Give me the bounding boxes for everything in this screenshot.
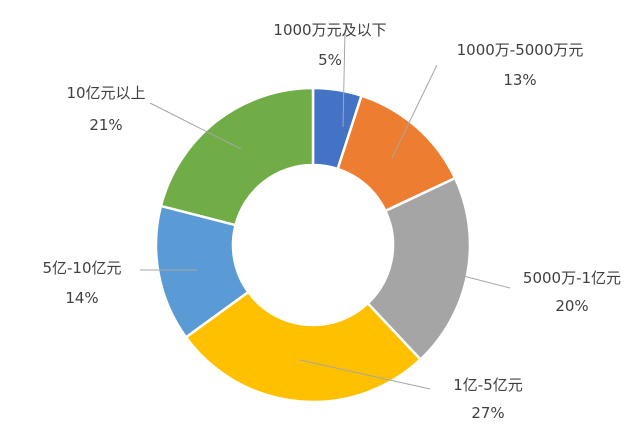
slice-6-leader-line bbox=[149, 102, 242, 150]
leader-lines-layer bbox=[140, 29, 511, 390]
slice-4-percent-label: 27% bbox=[471, 404, 504, 422]
slice-6-percent-label: 21% bbox=[89, 116, 122, 134]
slice-2-leader-line bbox=[391, 64, 438, 159]
slices-layer bbox=[154, 86, 472, 404]
slice-2-category-label: 1000万-5000万元 bbox=[457, 41, 584, 59]
slice-1-percent-label: 5% bbox=[318, 51, 342, 69]
labels-layer: 1000万元及以下 5% 1000万-5000万元 13% 5000万-1亿元 20% 1亿… bbox=[42, 21, 621, 422]
slice-4-wedge bbox=[184, 290, 422, 404]
slice-3-category-label: 5000万-1亿元 bbox=[523, 269, 621, 287]
slice-6-category-label: 10亿元以上 bbox=[66, 84, 145, 102]
slice-1-category-label: 1000万元及以下 bbox=[273, 21, 386, 39]
slice-3-wedge bbox=[366, 176, 472, 361]
slice-5-category-label: 5亿-10亿元 bbox=[42, 259, 121, 277]
slice-2-percent-label: 13% bbox=[503, 71, 536, 89]
slice-3-leader-line bbox=[439, 269, 511, 289]
slice-5-percent-label: 14% bbox=[65, 289, 98, 307]
slice-4-leader-line bbox=[299, 359, 431, 390]
slice-6-wedge bbox=[159, 86, 315, 227]
slice-1-leader-line bbox=[342, 29, 346, 128]
slice-3-percent-label: 20% bbox=[555, 297, 588, 315]
slice-4-category-label: 1亿-5亿元 bbox=[453, 376, 523, 394]
